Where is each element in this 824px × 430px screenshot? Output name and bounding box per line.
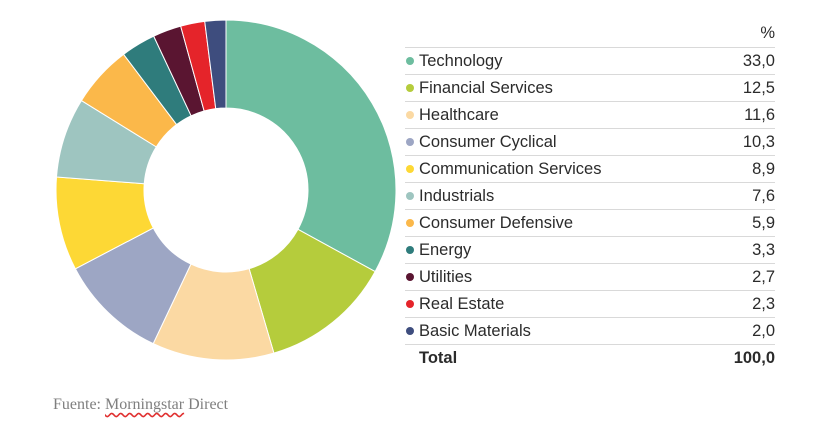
- source-suffix: Direct: [184, 396, 229, 413]
- source-link[interactable]: Morningstar: [105, 396, 185, 413]
- legend-value: 2,7: [710, 263, 775, 291]
- legend-value: 11,6: [710, 101, 775, 129]
- legend-label: Consumer Cyclical: [419, 132, 557, 151]
- legend-dot-icon: [406, 83, 414, 92]
- legend-row: Healthcare 11,6: [405, 101, 775, 129]
- total-row: Total 100,0: [405, 344, 775, 371]
- legend-label-cell: Utilities: [405, 263, 711, 291]
- legend-dot-icon: [406, 218, 414, 227]
- donut-slice-basic-materials: [204, 19, 227, 110]
- legend-value: 5,9: [710, 209, 775, 237]
- legend-label-cell: Consumer Cyclical: [405, 128, 711, 156]
- legend-row: Real Estate 2,3: [405, 290, 775, 318]
- legend-label: Healthcare: [419, 105, 499, 124]
- legend-label-cell: Healthcare: [405, 101, 711, 129]
- legend-dot-icon: [406, 110, 414, 119]
- legend-table: % Technology 33,0 Financial Services 12,5 He…: [405, 21, 775, 371]
- legend-label: Utilities: [419, 267, 473, 286]
- donut-slice-technology: [225, 19, 397, 273]
- source-note: Fuente: Morningstar Direct: [53, 396, 228, 414]
- legend-dot-icon: [406, 245, 414, 254]
- unit-header: %: [760, 23, 775, 42]
- legend-value: 3,3: [710, 236, 775, 264]
- legend-row: Communication Services 8,9: [405, 155, 775, 183]
- legend-dot-icon: [406, 56, 414, 65]
- legend-dot-icon: [406, 272, 414, 281]
- legend-label-cell: Real Estate: [405, 290, 711, 318]
- legend-dot-icon: [406, 326, 414, 335]
- legend-value: 33,0: [710, 47, 775, 75]
- legend-value: 12,5: [710, 74, 775, 102]
- donut-chart: [55, 19, 397, 361]
- source-prefix: Fuente:: [53, 396, 105, 413]
- legend-row: Industrials 7,6: [405, 182, 775, 210]
- legend-header-row: %: [405, 21, 775, 48]
- total-label: Total: [405, 344, 711, 371]
- legend-dot-icon: [406, 164, 414, 173]
- legend-row: Consumer Cyclical 10,3: [405, 128, 775, 156]
- legend-label-cell: Technology: [405, 47, 711, 75]
- legend-dot-icon: [406, 191, 414, 200]
- legend-label: Financial Services: [419, 78, 553, 97]
- legend-label: Basic Materials: [419, 321, 531, 340]
- legend-label-cell: Financial Services: [405, 74, 711, 102]
- legend-row: Utilities 2,7: [405, 263, 775, 291]
- legend-row: Financial Services 12,5: [405, 74, 775, 102]
- legend-header-name: [405, 21, 711, 48]
- legend-value: 2,0: [710, 317, 775, 345]
- legend-label-cell: Consumer Defensive: [405, 209, 711, 237]
- legend-label: Real Estate: [419, 294, 505, 313]
- legend-row: Consumer Defensive 5,9: [405, 209, 775, 237]
- legend-value: 10,3: [710, 128, 775, 156]
- legend-label: Energy: [419, 240, 472, 259]
- legend-row: Basic Materials 2,0: [405, 317, 775, 345]
- legend-label: Consumer Defensive: [419, 213, 574, 232]
- legend-label: Technology: [419, 51, 503, 70]
- legend-label: Industrials: [419, 186, 495, 205]
- legend-dot-icon: [406, 137, 414, 146]
- legend-row: Technology 33,0: [405, 47, 775, 75]
- legend-value: 8,9: [710, 155, 775, 183]
- legend-label-cell: Communication Services: [405, 155, 711, 183]
- legend-dot-icon: [406, 299, 414, 308]
- legend-value: 7,6: [710, 182, 775, 210]
- legend-label: Communication Services: [419, 159, 602, 178]
- legend-label-cell: Basic Materials: [405, 317, 711, 345]
- legend-row: Energy 3,3: [405, 236, 775, 264]
- legend-value: 2,3: [710, 290, 775, 318]
- legend-label-cell: Energy: [405, 236, 711, 264]
- total-value: 100,0: [710, 344, 775, 371]
- legend-label-cell: Industrials: [405, 182, 711, 210]
